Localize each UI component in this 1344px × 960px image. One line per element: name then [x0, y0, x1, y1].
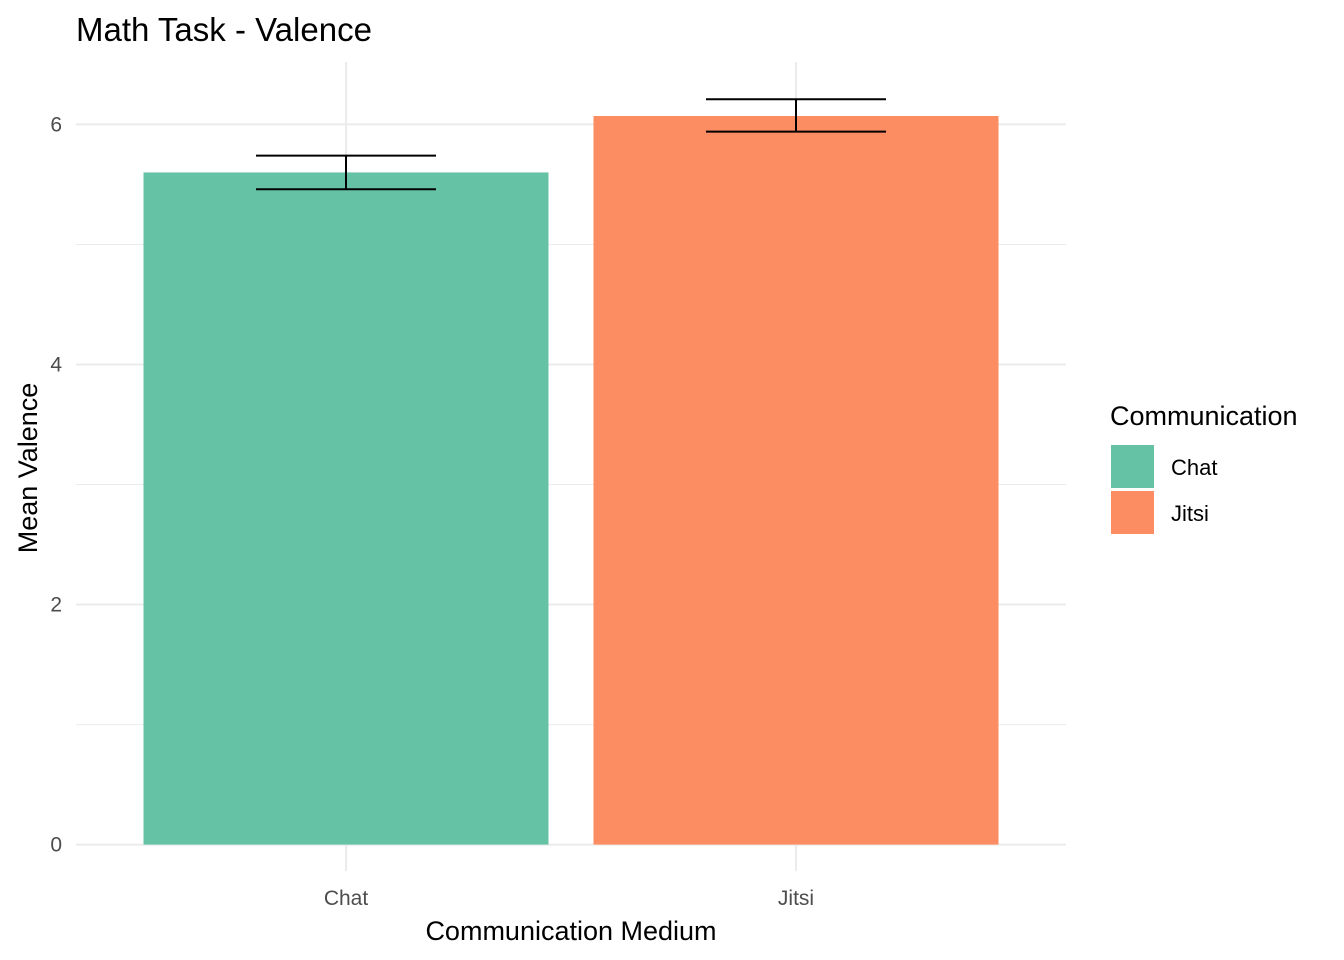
y-tick-label: 4	[50, 353, 62, 376]
legend: Communication Chat Jitsi	[1110, 401, 1298, 534]
x-tick-label: Chat	[324, 887, 369, 910]
x-axis-title: Communication Medium	[425, 916, 716, 946]
error-bar-chat	[256, 154, 436, 191]
bars	[143, 116, 999, 845]
legend-entries: Chat Jitsi	[1111, 445, 1217, 534]
x-tick-labels: Chat Jitsi	[324, 887, 814, 910]
y-tick-label: 2	[50, 594, 62, 617]
legend-label: Chat	[1171, 455, 1217, 480]
y-axis-title: Mean Valence	[13, 383, 43, 554]
error-bars	[256, 98, 886, 191]
legend-swatch	[1111, 491, 1154, 534]
y-tick-label: 6	[50, 113, 62, 136]
error-bar-jitsi	[706, 98, 886, 133]
bar-jitsi	[593, 116, 999, 845]
legend-title: Communication	[1110, 401, 1298, 431]
y-tick-label: 0	[50, 834, 62, 857]
legend-entry-chat: Chat	[1111, 445, 1217, 488]
bar-chat	[143, 172, 549, 845]
legend-label: Jitsi	[1171, 501, 1209, 526]
y-tick-labels: 0 2 4 6	[50, 113, 62, 856]
x-tick-label: Jitsi	[778, 887, 814, 910]
legend-entry-jitsi: Jitsi	[1111, 491, 1209, 534]
chart-title: Math Task - Valence	[76, 11, 372, 48]
legend-swatch	[1111, 445, 1154, 488]
